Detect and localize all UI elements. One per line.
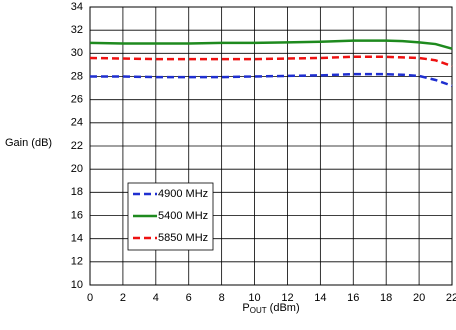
x-tick-label: 20 [413, 292, 425, 304]
y-tick-label: 34 [71, 1, 83, 13]
x-tick-label: 10 [248, 292, 260, 304]
legend: 4900 MHz 5400 MHz 5850 MHz [127, 182, 214, 251]
x-label-rest: (dBm) [267, 302, 300, 314]
x-label-sub: OUT [250, 306, 267, 315]
x-tick-label: 2 [120, 292, 126, 304]
y-tick-label: 10 [71, 279, 83, 291]
plot-frame [89, 6, 453, 286]
y-tick-label: 30 [71, 47, 83, 59]
y-tick-label: 28 [71, 70, 83, 82]
x-tick-label: 14 [314, 292, 326, 304]
y-tick-label: 26 [71, 94, 83, 106]
x-tick-label: 18 [380, 292, 392, 304]
x-tick-label: 4 [153, 292, 159, 304]
x-tick-label: 12 [281, 292, 293, 304]
legend-label: 4900 MHz [158, 188, 208, 200]
series-line [89, 39, 453, 50]
y-tick-label: 20 [71, 163, 83, 175]
y-tick-label: 24 [71, 117, 83, 129]
series-line [90, 72, 453, 87]
x-axis-label: POUT (dBm) [242, 302, 299, 315]
x-tick-label: 22 [446, 292, 456, 304]
legend-label: 5400 MHz [158, 210, 208, 222]
legend-label: 5850 MHz [158, 232, 208, 244]
y-tick-label: 14 [71, 233, 83, 245]
series-line [89, 55, 453, 68]
y-tick-label: 16 [71, 209, 83, 221]
x-tick-label: 16 [347, 292, 359, 304]
x-tick-label: 8 [219, 292, 225, 304]
y-tick-label: 22 [71, 140, 83, 152]
x-tick-label: 0 [87, 292, 93, 304]
x-tick-label: 6 [186, 292, 192, 304]
y-tick-label: 12 [71, 256, 83, 268]
y-tick-label: 32 [71, 24, 83, 36]
y-axis-label: Gain (dB) [5, 137, 52, 149]
y-tick-label: 18 [71, 186, 83, 198]
x-label-main: P [242, 302, 249, 314]
